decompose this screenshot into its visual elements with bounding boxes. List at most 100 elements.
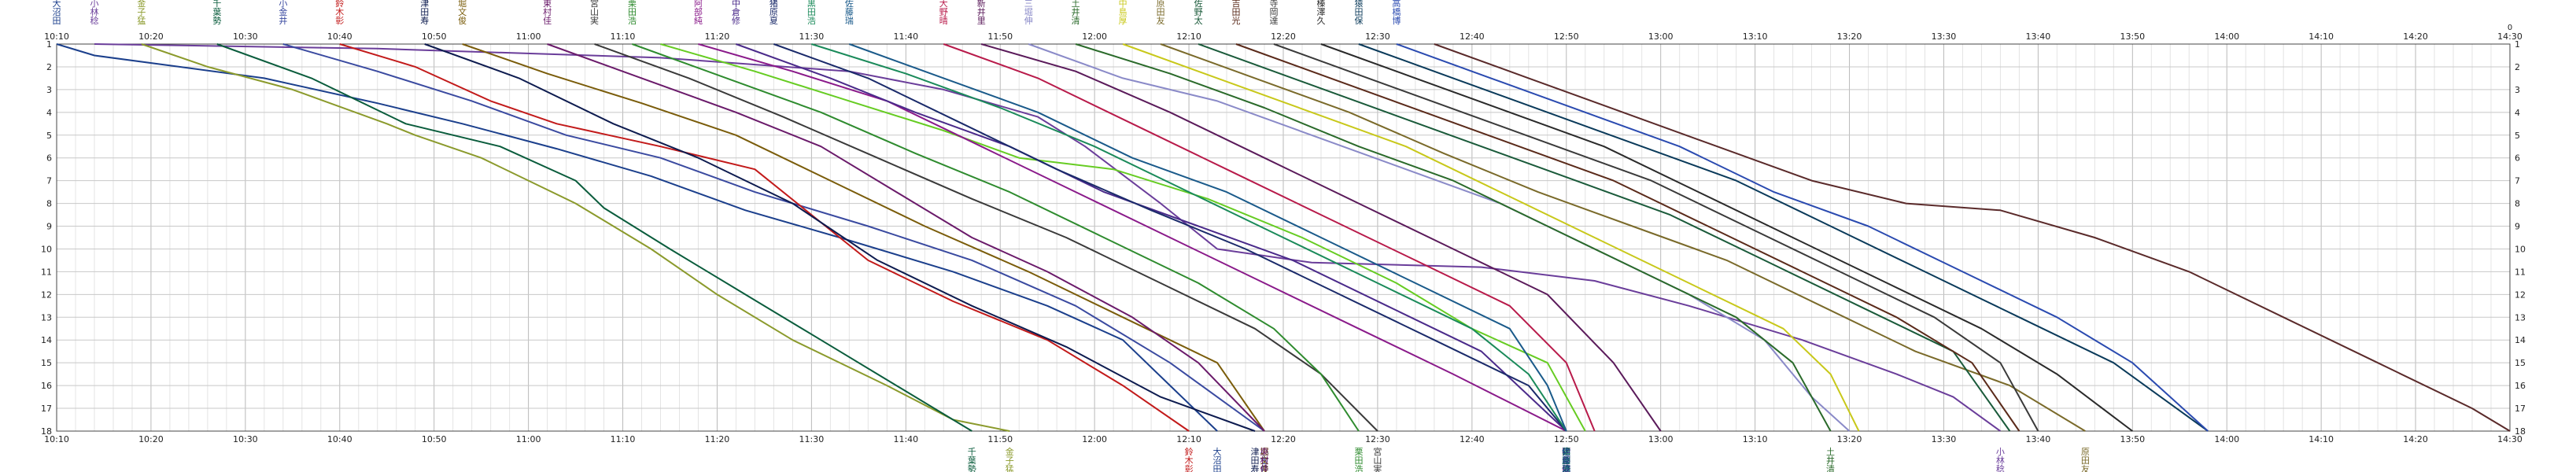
y-tick-label-right: 12 (2515, 289, 2526, 300)
station-labels: 大沼田大沼田小林稔小林稔金子猛金子猛千葉勢千葉勢小金井小金井鈴木彰鈴木彰津田寿津… (53, 0, 2090, 472)
x-tick-label-top: 11:20 (705, 31, 730, 42)
y-tick-label-right: 17 (2515, 404, 2526, 414)
y-tick-label-left: 10 (41, 244, 52, 254)
series-line (594, 43, 1378, 432)
series-line (660, 43, 1586, 432)
series-line (849, 43, 1567, 432)
series-end-label: 佐藤瑞 (1562, 446, 1570, 472)
series-line (811, 43, 1567, 432)
series-start-label: 金子猛 (137, 0, 146, 26)
y-tick-label-left: 11 (41, 267, 52, 277)
y-tick-label-right: 18 (2515, 426, 2526, 437)
series-start-label: 千葉勢 (212, 0, 221, 26)
series-end-label: 猪原夏 (1562, 447, 1570, 472)
series-start-label: 原田友 (1157, 0, 1165, 26)
series-line (943, 43, 1596, 432)
series-line (216, 43, 972, 432)
series-end-label: 東村佳 (1260, 447, 1269, 472)
x-tick-label-bottom: 10:50 (422, 434, 447, 444)
series-line (632, 43, 1360, 432)
x-tick-label-bottom: 12:10 (1176, 434, 1201, 444)
x-tick-label-bottom: 10:20 (138, 434, 164, 444)
x-tick-label-bottom: 10:30 (233, 434, 258, 444)
series-end-label: 阿部純 (1562, 447, 1570, 472)
x-tick-label-top: 12:10 (1176, 31, 1201, 42)
x-tick-label-bottom: 11:20 (705, 434, 730, 444)
y-tick-label-right: 5 (2515, 131, 2520, 141)
series-start-label: 中倉修 (732, 0, 740, 26)
y-tick-label-right: 6 (2515, 153, 2520, 164)
series-line (1358, 43, 2209, 432)
series-end-label: 小林稔 (1996, 447, 2005, 472)
series-end-label: 金子猛 (1006, 446, 1014, 472)
series-line (1235, 43, 2021, 432)
series-line (698, 43, 1567, 432)
y-tick-label-right: 1 (2515, 39, 2520, 50)
x-tick-label-top: 12:30 (1365, 31, 1390, 42)
series-start-label: 黒田浩 (807, 0, 816, 26)
x-tick-label-bottom: 11:40 (893, 434, 918, 444)
series-line (462, 43, 1265, 432)
series-start-label: 高橋博 (1392, 0, 1401, 26)
y-tick-label-left: 3 (46, 85, 52, 95)
y-tick-label-left: 14 (41, 335, 52, 345)
series-start-label: 鈴木彰 (335, 0, 344, 26)
series-line (94, 43, 2001, 432)
x-tick-label-top: 10:50 (422, 31, 447, 42)
x-tick-label-top: 10:40 (327, 31, 352, 42)
series-start-label: 小林稔 (90, 0, 98, 26)
series-start-label: 中島厚 (1119, 0, 1127, 26)
series-line (1160, 43, 2086, 432)
x-tick-label-bottom: 13:50 (2120, 434, 2145, 444)
x-tick-label-top: 11:40 (893, 31, 918, 42)
x-tick-label-top: 12:00 (1082, 31, 1107, 42)
y-tick-label-left: 18 (41, 426, 52, 437)
y-tick-label-left: 8 (46, 199, 52, 209)
series-start-label: 津田寿 (420, 0, 429, 26)
series-end-label: 堀文俊 (1260, 447, 1269, 472)
x-tick-label-top: 10:10 (44, 31, 69, 42)
x-tick-label-top: 11:00 (516, 31, 541, 42)
series-end-label: 千葉勢 (968, 447, 976, 472)
x-tick-label-top: 13:50 (2120, 31, 2145, 42)
y-tick-label-right: 11 (2515, 267, 2526, 277)
x-tick-label-bottom: 12:40 (1460, 434, 1485, 444)
x-tick-label-top: 10:20 (138, 31, 164, 42)
axes: 10:10 10:10 10:20 10:20 10:30 10:30 10:40 10:40… (41, 31, 2526, 444)
x-tick-label-top: 12:40 (1460, 31, 1485, 42)
series-start-label: 東村佳 (543, 0, 552, 26)
y-tick-label-left: 15 (41, 358, 52, 368)
series-start-label: 宮山実 (590, 0, 599, 26)
x-tick-label-bottom: 11:50 (987, 434, 1013, 444)
series-line (1122, 43, 1860, 432)
series-line (1320, 43, 2133, 432)
y-tick-label-left: 12 (41, 289, 52, 300)
series-end-label: 鈴木彰 (1185, 446, 1194, 472)
x-tick-label-bottom: 13:40 (2026, 434, 2051, 444)
series-start-label: 大野晴 (939, 0, 948, 26)
x-tick-label-bottom: 14:10 (2308, 434, 2334, 444)
series-start-label: 寺岡達 (1270, 0, 1279, 26)
x-tick-label-bottom: 13:30 (1932, 434, 1957, 444)
y-tick-label-right: 2 (2515, 62, 2520, 72)
series-end-label: 土井清 (1826, 447, 1835, 472)
x-tick-label-top: 14:20 (2403, 31, 2428, 42)
series-start-label: 栗田浩 (628, 0, 637, 26)
series-end-label: 中倉修 (1562, 447, 1570, 472)
x-tick-label-bottom: 12:00 (1082, 434, 1107, 444)
y-tick-label-right: 3 (2515, 85, 2520, 95)
series-start-label: 大沼田 (53, 0, 61, 26)
y-tick-label-right: 4 (2515, 108, 2520, 118)
series-line (1396, 43, 2209, 432)
y-tick-label-left: 6 (46, 153, 52, 164)
x-tick-label-top: 14:10 (2308, 31, 2334, 42)
x-tick-label-top: 13:00 (1648, 31, 1674, 42)
series-line (1434, 43, 2511, 432)
series-end-label: 黒田浩 (1562, 447, 1570, 472)
x-tick-label-bottom: 11:00 (516, 434, 541, 444)
series-lines (56, 43, 2511, 432)
x-tick-label-bottom: 12:30 (1365, 434, 1390, 444)
